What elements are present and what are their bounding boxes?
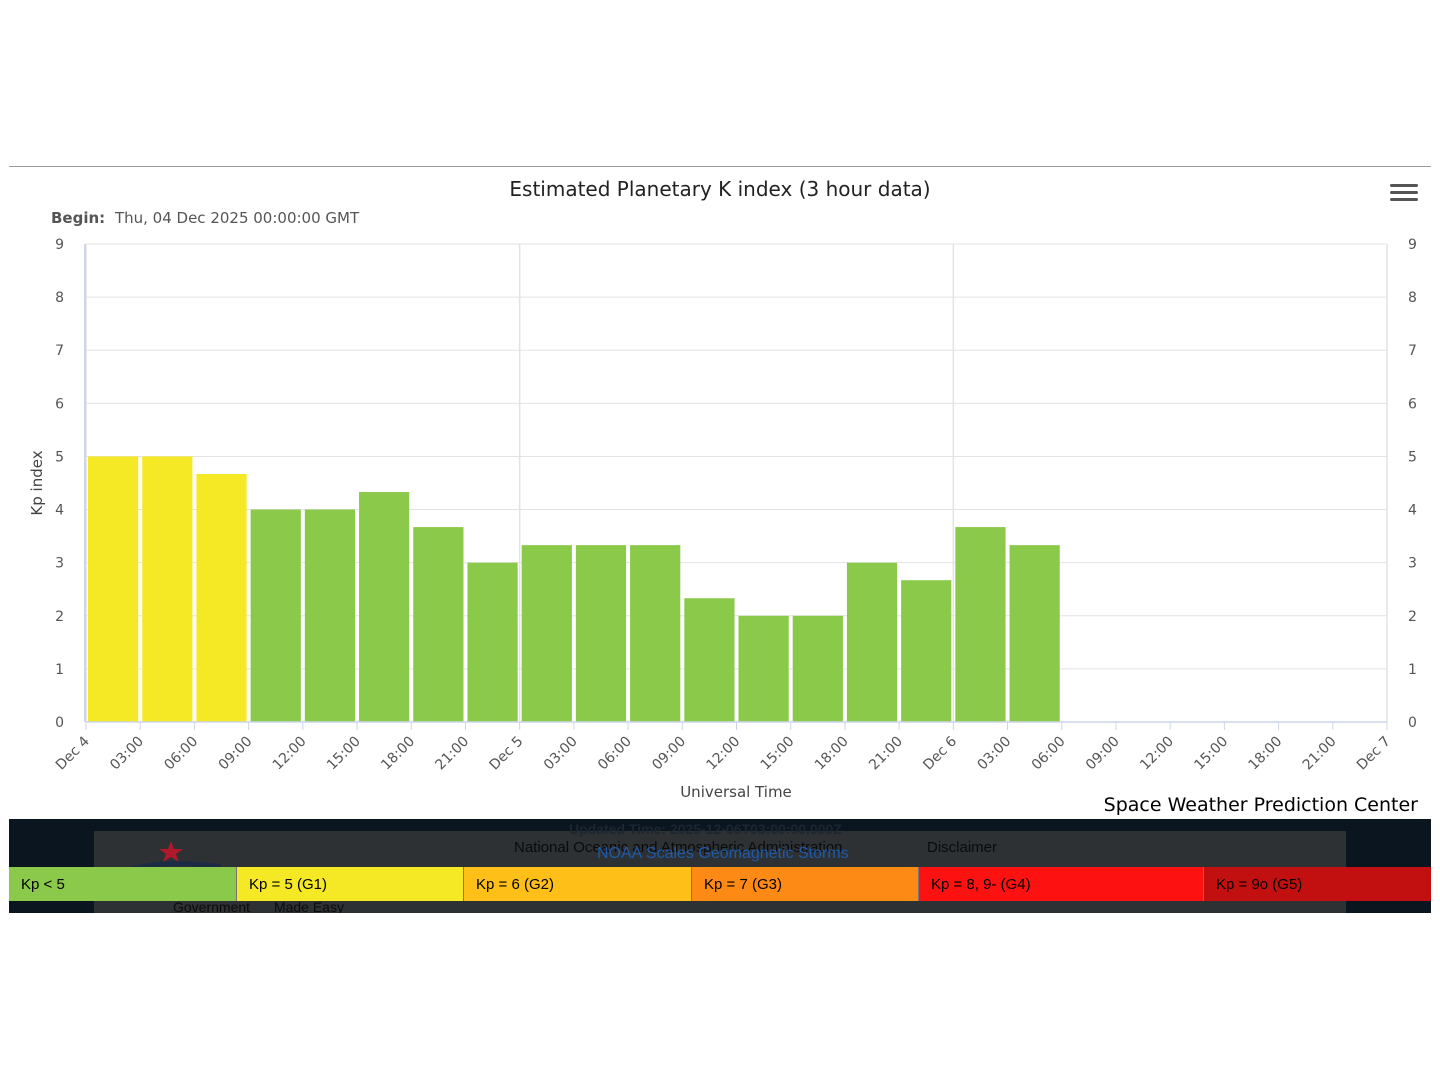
kp-bar <box>684 598 735 722</box>
disclaimer-link[interactable]: Disclaimer <box>927 839 998 856</box>
y-tick-label-right: 8 <box>1408 290 1417 306</box>
legend-item-g5: Kp = 9o (G5) <box>1204 867 1431 901</box>
x-tick-label: 15:00 <box>758 734 798 774</box>
updated-time: Updated Time: 2025-12-06T03:00:00.000Z <box>569 821 842 837</box>
y-tick-label: 8 <box>55 290 64 306</box>
y-tick-label-right: 2 <box>1408 609 1417 625</box>
kp-bar <box>846 562 898 722</box>
y-tick-label-right: 7 <box>1408 343 1417 359</box>
x-tick-label: 12:00 <box>270 734 310 774</box>
x-tick-label: Dec 6 <box>920 733 960 773</box>
legend-item-g4: Kp = 8, 9- (G4) <box>919 867 1204 901</box>
legend-item-g1: Kp = 5 (G1) <box>237 867 464 901</box>
x-tick-label: 03:00 <box>107 734 147 774</box>
kp-bar <box>142 456 193 722</box>
bars <box>88 456 1060 722</box>
y-tick-label-right: 1 <box>1408 662 1417 678</box>
x-tick-label: 12:00 <box>703 734 743 774</box>
y-tick-label-right: 0 <box>1408 715 1417 731</box>
y-tick-label: 0 <box>55 715 64 731</box>
legend-item-g3: Kp = 7 (G3) <box>692 867 919 901</box>
menu-icon-bar <box>1390 184 1418 187</box>
x-tick-label: 18:00 <box>1246 734 1286 774</box>
kp-bar <box>88 456 139 722</box>
y-tick-label: 9 <box>55 237 64 253</box>
kp-bar <box>196 473 247 722</box>
legend-item-g2: Kp = 6 (G2) <box>464 867 692 901</box>
x-tick-label: 21:00 <box>866 734 906 774</box>
y-tick-label: 3 <box>55 556 64 572</box>
x-tick-label: 21:00 <box>432 734 472 774</box>
x-axis: Dec 4 03:00 06:00 09:00 12:00 15:00 18:00 21:00… <box>53 722 1394 773</box>
y-axis-left: 0 1 2 3 4 5 6 7 8 9 <box>55 237 64 731</box>
kp-bar <box>467 562 518 722</box>
x-tick-label: 18:00 <box>378 734 418 774</box>
kp-bar <box>901 580 952 722</box>
x-tick-label: 21:00 <box>1300 734 1340 774</box>
subtitle-value: Thu, 04 Dec 2025 00:00:00 GMT <box>114 209 360 227</box>
gov-made-easy: Government Made Easy <box>173 899 344 913</box>
noaa-link[interactable]: National Oceanic and Atmospheric Adminis… <box>514 839 843 856</box>
x-tick-label: Dec 5 <box>487 734 527 774</box>
noaa-scales-link[interactable]: NOAA Scales Geomagnetic Storms <box>597 845 849 862</box>
x-tick-label: 15:00 <box>324 734 364 774</box>
y-tick-label-right: 3 <box>1408 556 1417 572</box>
x-tick-label: 09:00 <box>216 734 256 774</box>
x-axis-label: Universal Time <box>680 783 792 801</box>
kp-bar <box>738 615 789 722</box>
y-tick-label-right: 5 <box>1408 449 1417 465</box>
menu-icon-bar <box>1390 198 1418 201</box>
x-tick-label: 06:00 <box>161 734 201 774</box>
kp-bar <box>359 492 410 722</box>
x-tick-label: 15:00 <box>1191 734 1231 774</box>
y-tick-label-right: 4 <box>1408 503 1417 519</box>
kp-bar <box>413 527 464 722</box>
x-tick-label: 18:00 <box>812 734 852 774</box>
y-tick-label-right: 9 <box>1408 237 1417 253</box>
legend-item-kp-lt5: Kp < 5 <box>9 867 237 901</box>
y-tick-label: 4 <box>55 503 64 519</box>
x-tick-label: 06:00 <box>1029 734 1069 774</box>
kp-bar <box>630 545 681 722</box>
kp-bar <box>792 615 843 722</box>
x-tick-label: 12:00 <box>1137 734 1177 774</box>
kp-legend: Kp < 5 Kp = 5 (G1) Kp = 6 (G2) Kp = 7 (G… <box>9 867 1431 901</box>
x-tick-label: 06:00 <box>595 734 635 774</box>
x-tick-label: 03:00 <box>541 734 581 774</box>
y-axis-right: 0 1 2 3 4 5 6 7 8 9 <box>1408 237 1417 731</box>
x-tick-label: 09:00 <box>649 734 689 774</box>
kp-bar <box>575 545 627 722</box>
kp-bar <box>250 509 301 722</box>
y-tick-label-right: 6 <box>1408 396 1417 412</box>
x-tick-label: 03:00 <box>975 734 1015 774</box>
kp-bar <box>955 527 1006 722</box>
y-axis-label: Kp index <box>28 450 46 515</box>
gov-left-text: Government <box>173 899 251 913</box>
y-tick-label: 6 <box>55 396 64 412</box>
credit-text: Space Weather Prediction Center <box>1103 794 1418 816</box>
x-tick-label: 09:00 <box>1083 734 1123 774</box>
subtitle-label: Begin: <box>51 209 105 227</box>
menu-icon-bar <box>1390 191 1418 194</box>
y-tick-label: 1 <box>55 662 64 678</box>
kp-bar <box>304 509 356 722</box>
y-tick-label: 2 <box>55 609 64 625</box>
top-divider <box>9 166 1431 167</box>
y-tick-label: 7 <box>55 343 64 359</box>
y-tick-label: 5 <box>55 449 64 465</box>
x-tick-label: Dec 4 <box>53 733 93 773</box>
gov-right-text: Made Easy <box>273 899 344 913</box>
x-tick-label: Dec 7 <box>1354 734 1394 774</box>
chart-title: Estimated Planetary K index (3 hour data… <box>509 177 930 201</box>
kp-bar <box>1009 545 1060 722</box>
chart-menu-button[interactable] <box>1390 184 1418 208</box>
chart-subtitle: Begin: Thu, 04 Dec 2025 00:00:00 GMT <box>51 209 360 227</box>
kp-bar <box>521 545 572 722</box>
